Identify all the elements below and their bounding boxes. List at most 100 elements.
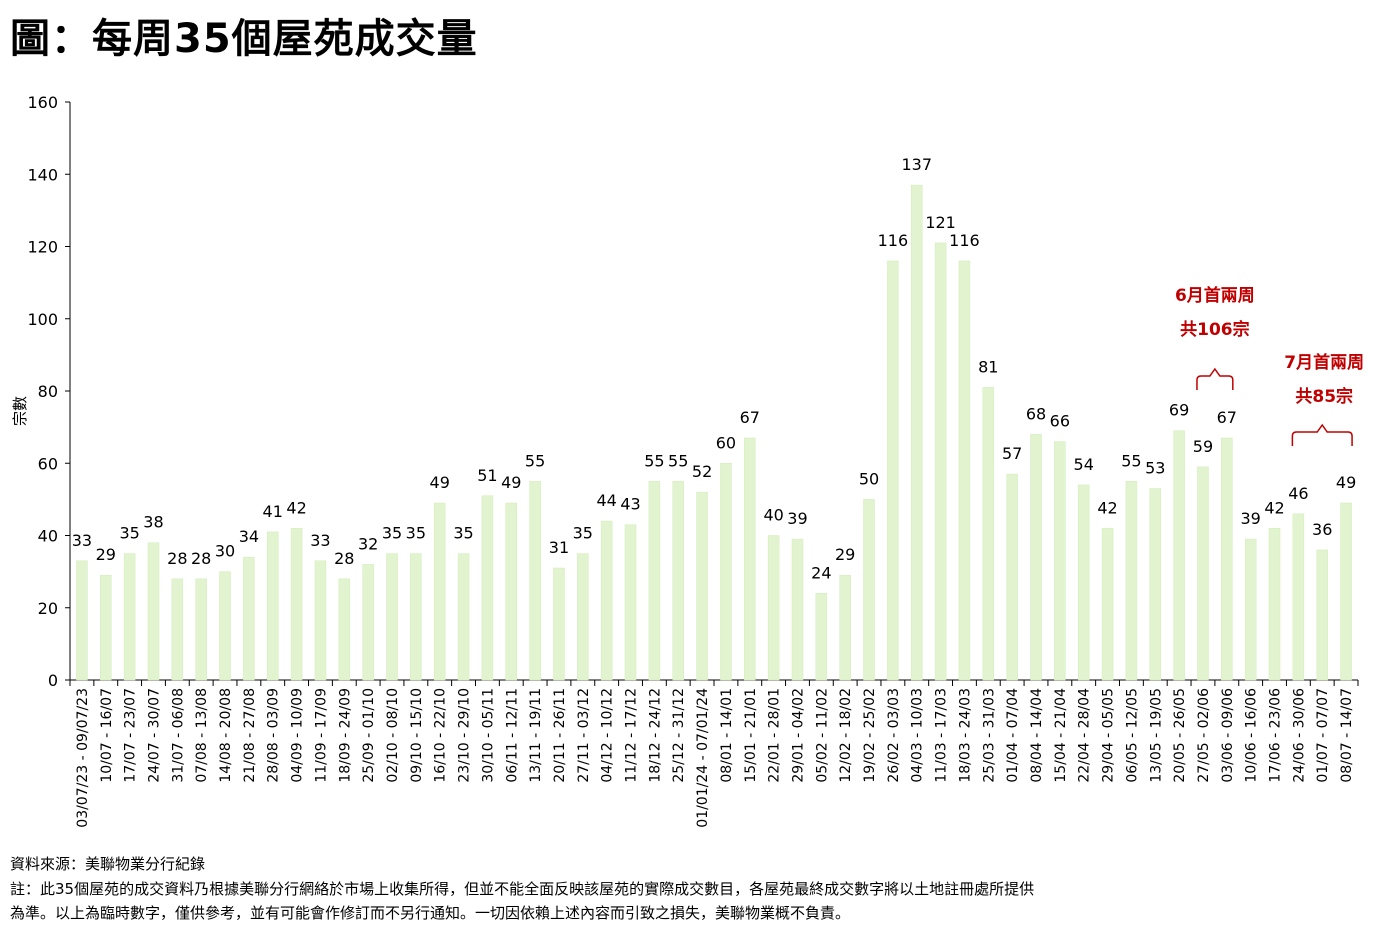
- bar: [481, 495, 494, 681]
- bar: [76, 560, 88, 681]
- bar: [910, 184, 923, 681]
- data-label: 34: [239, 527, 259, 546]
- data-label: 42: [1097, 498, 1117, 517]
- data-label: 69: [1169, 401, 1189, 420]
- data-label: 54: [1074, 455, 1094, 474]
- x-tick-label: 07/08 - 13/08: [194, 688, 210, 783]
- data-label: 55: [1121, 451, 1141, 470]
- x-tick-label: 12/02 - 18/02: [838, 688, 854, 783]
- bar: [314, 560, 327, 681]
- bar: [767, 535, 780, 681]
- bar: [934, 242, 947, 681]
- data-label: 35: [382, 524, 402, 543]
- x-tick-label: 08/04 - 14/04: [1029, 688, 1045, 783]
- data-label: 35: [453, 524, 473, 543]
- bar: [624, 524, 637, 681]
- x-tick-label: 28/08 - 03/09: [266, 688, 282, 783]
- bar: [219, 571, 231, 681]
- y-tick-label: 20: [38, 599, 58, 618]
- y-tick-label: 0: [48, 671, 58, 690]
- bar: [553, 567, 565, 681]
- x-tick-label: 04/12 - 10/12: [600, 688, 616, 783]
- data-label: 28: [167, 549, 187, 568]
- bar: [1221, 437, 1233, 681]
- data-label: 44: [596, 491, 616, 510]
- data-label: 24: [811, 563, 831, 582]
- data-label: 68: [1026, 404, 1046, 423]
- bar: [195, 578, 207, 681]
- data-label: 43: [620, 495, 640, 514]
- bar: [290, 528, 303, 681]
- bar: [1197, 466, 1209, 681]
- x-tick-label: 01/04 - 07/04: [1005, 688, 1021, 783]
- data-label: 121: [925, 213, 956, 232]
- data-label: 49: [501, 473, 521, 492]
- bar: [1340, 502, 1352, 681]
- x-tick-label: 06/11 - 12/11: [504, 688, 520, 783]
- x-tick-label: 14/08 - 20/08: [218, 688, 234, 783]
- y-tick-label: 40: [38, 527, 58, 546]
- bar: [243, 556, 255, 681]
- bar: [1101, 528, 1114, 681]
- x-tick-label: 25/03 - 31/03: [981, 688, 997, 783]
- bar: [815, 593, 828, 681]
- x-tick-label: 01/01/24 - 07/01/24: [695, 688, 711, 828]
- bar: [839, 574, 851, 681]
- x-tick-label: 10/07 - 16/07: [99, 688, 115, 783]
- bar: [577, 553, 589, 681]
- x-tick-label: 15/04 - 21/04: [1053, 688, 1069, 783]
- x-tick-label: 17/07 - 23/07: [123, 688, 139, 783]
- annotation-line1: 7月首兩周: [1284, 352, 1364, 373]
- x-tick-label: 13/05 - 19/05: [1148, 688, 1164, 783]
- footnote-source: 資料來源：美聯物業分行紀錄: [10, 855, 206, 873]
- x-tick-label: 29/01 - 04/02: [790, 688, 806, 783]
- bar: [863, 499, 875, 681]
- x-tick-label: 31/07 - 06/08: [170, 688, 186, 783]
- bar: [505, 502, 518, 681]
- data-label: 39: [1240, 509, 1260, 528]
- y-axis-title: 宗數: [11, 396, 29, 426]
- annotation-brace: [1291, 423, 1353, 446]
- x-tick-label: 23/10 - 29/10: [457, 688, 473, 783]
- bar: [1125, 481, 1138, 681]
- bar: [744, 437, 756, 681]
- data-label: 35: [406, 524, 426, 543]
- data-label: 35: [573, 524, 593, 543]
- x-tick-label: 09/10 - 15/10: [409, 688, 425, 783]
- data-label: 41: [263, 502, 283, 521]
- data-label: 137: [901, 155, 932, 174]
- x-tick-label: 11/12 - 17/12: [624, 688, 640, 783]
- bar: [410, 553, 422, 681]
- bar: [672, 481, 684, 681]
- bar: [1054, 441, 1066, 681]
- x-tick-label: 03/07/23 - 09/07/23: [75, 688, 91, 828]
- data-label: 49: [1336, 473, 1356, 492]
- x-tick-label: 08/07 - 14/07: [1339, 688, 1355, 783]
- data-label: 28: [191, 549, 211, 568]
- data-label: 67: [740, 408, 760, 427]
- data-label: 30: [215, 542, 235, 561]
- bar: [386, 553, 398, 681]
- data-label: 42: [1264, 498, 1284, 517]
- x-tick-label: 24/06 - 30/06: [1291, 688, 1307, 783]
- data-label: 50: [859, 469, 879, 488]
- data-label: 52: [692, 462, 712, 481]
- x-tick-label: 08/01 - 14/01: [719, 688, 735, 783]
- bar: [123, 553, 136, 681]
- x-tick-label: 06/05 - 12/05: [1124, 688, 1140, 783]
- data-label: 116: [949, 231, 980, 250]
- bar: [1149, 488, 1162, 681]
- data-label: 33: [72, 531, 92, 550]
- data-label: 32: [358, 534, 378, 553]
- annotation-line2: 共85宗: [1295, 386, 1353, 407]
- y-tick-label: 160: [27, 93, 58, 112]
- data-label: 46: [1288, 484, 1308, 503]
- y-tick-label: 100: [27, 310, 58, 329]
- x-tick-label: 04/09 - 10/09: [290, 688, 306, 783]
- x-tick-label: 25/12 - 31/12: [671, 688, 687, 783]
- bar: [1292, 513, 1305, 681]
- data-label: 81: [978, 357, 998, 376]
- data-label: 51: [477, 466, 497, 485]
- annotation-brace: [1196, 367, 1234, 390]
